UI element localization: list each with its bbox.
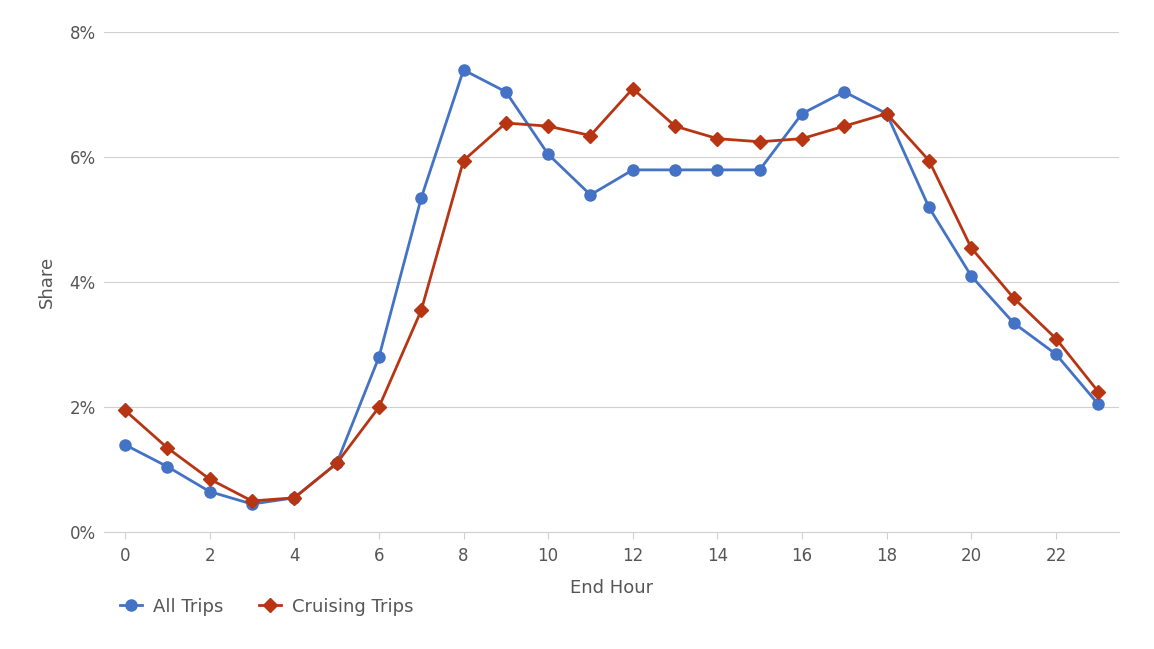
All Trips	[965, 272, 979, 280]
All Trips	[922, 204, 936, 212]
All Trips	[711, 166, 725, 174]
All Trips	[499, 88, 512, 95]
All Trips	[414, 194, 428, 202]
Cruising Trips	[245, 497, 258, 505]
Cruising Trips	[1049, 335, 1063, 343]
All Trips	[330, 459, 344, 467]
Cruising Trips	[1006, 294, 1020, 302]
All Trips	[879, 110, 893, 117]
Cruising Trips	[879, 110, 893, 117]
Cruising Trips	[965, 244, 979, 252]
Cruising Trips	[668, 122, 682, 130]
All Trips	[752, 166, 766, 174]
Cruising Trips	[752, 138, 766, 145]
Cruising Trips	[795, 135, 809, 143]
Y-axis label: Share: Share	[37, 256, 55, 308]
All Trips	[1006, 319, 1020, 327]
All Trips	[795, 110, 809, 117]
X-axis label: End Hour: End Hour	[570, 580, 653, 597]
All Trips	[838, 88, 852, 95]
All Trips	[160, 463, 174, 471]
Line: Cruising Trips: Cruising Trips	[120, 84, 1103, 506]
Cruising Trips	[414, 306, 428, 314]
Cruising Trips	[372, 404, 385, 411]
All Trips	[625, 166, 639, 174]
Cruising Trips	[499, 119, 512, 127]
All Trips	[668, 166, 682, 174]
All Trips	[457, 66, 471, 74]
Cruising Trips	[287, 494, 301, 502]
All Trips	[245, 500, 258, 508]
Cruising Trips	[541, 122, 555, 130]
Cruising Trips	[584, 132, 598, 140]
All Trips	[1092, 400, 1106, 408]
Cruising Trips	[203, 475, 217, 483]
Cruising Trips	[160, 444, 174, 452]
All Trips	[203, 487, 217, 495]
All Trips	[541, 151, 555, 158]
Cruising Trips	[330, 459, 344, 467]
Cruising Trips	[922, 156, 936, 164]
Cruising Trips	[625, 85, 639, 93]
All Trips	[118, 441, 132, 448]
Legend: All Trips, Cruising Trips: All Trips, Cruising Trips	[113, 591, 420, 623]
All Trips	[287, 494, 301, 502]
All Trips	[584, 191, 598, 199]
All Trips	[372, 353, 385, 361]
Cruising Trips	[457, 156, 471, 164]
Cruising Trips	[838, 122, 852, 130]
Cruising Trips	[1092, 387, 1106, 395]
Cruising Trips	[118, 406, 132, 414]
All Trips	[1049, 350, 1063, 358]
Cruising Trips	[711, 135, 725, 143]
Line: All Trips: All Trips	[120, 64, 1103, 509]
